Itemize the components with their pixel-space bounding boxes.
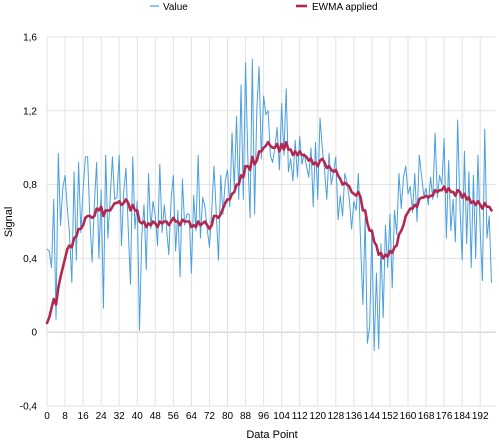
x-tick-label: 152 [382,411,399,422]
x-tick-label: 56 [168,411,180,422]
x-tick-label: 168 [418,411,435,422]
legend-label-ewma: EWMA applied [312,2,378,13]
x-tick-label: 136 [346,411,363,422]
x-tick-label: 24 [96,411,108,422]
x-tick-label: 0 [44,411,50,422]
x-tick-label: 80 [222,411,234,422]
x-tick-label: 184 [454,411,471,422]
x-tick-label: 8 [62,411,68,422]
series-line-ewma [45,140,493,325]
x-tick-label: 40 [132,411,144,422]
x-tick-label: 72 [204,411,216,422]
y-tick-label: 0,4 [23,254,37,265]
y-tick-label: 0 [31,328,37,339]
x-tick-label: 32 [114,411,126,422]
y-tick-label: 1,2 [23,106,37,117]
x-tick-label: 120 [309,411,326,422]
x-tick-label: 128 [327,411,344,422]
x-tick-label: 112 [292,411,308,422]
x-tick-label: 104 [273,411,290,422]
legend: Value EWMA applied [150,2,378,13]
x-tick-label: 64 [186,411,198,422]
x-tick-labels: 0 8 16 24 32 40 48 56 64 72 80 88 96 104 112 120 128 136 1… [44,411,489,422]
x-tick-label: 192 [472,411,489,422]
series-lines [45,58,493,352]
x-tick-label: 176 [436,411,453,422]
x-tick-label: 144 [364,411,381,422]
y-tick-labels: -0,4 0 0,4 0,8 1,2 1,6 [20,33,38,413]
y-axis-title: Signal [3,207,15,238]
y-tick-label: 0,8 [23,180,37,191]
x-tick-label: 16 [78,411,90,422]
y-tick-label: 1,6 [23,33,37,44]
x-tick-label: 48 [150,411,162,422]
x-tick-label: 160 [400,411,417,422]
gridlines [46,36,496,407]
series-line-value [46,58,492,352]
legend-label-value: Value [163,2,188,13]
x-tick-label: 88 [240,411,252,422]
y-tick-label: -0,4 [20,402,38,413]
x-axis-title: Data Point [246,429,297,441]
x-tick-label: 96 [258,411,270,422]
